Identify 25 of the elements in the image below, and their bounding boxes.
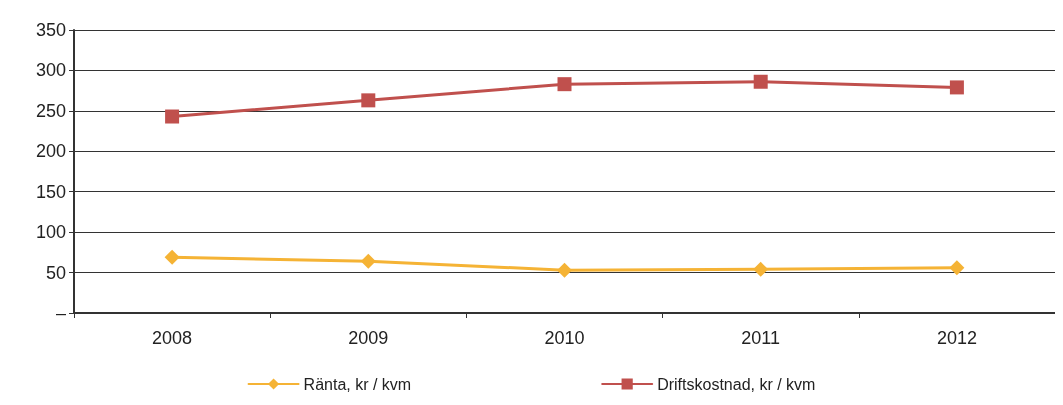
x-tick-label: 2012 — [936, 328, 977, 348]
y-tick-label: 150 — [35, 181, 66, 202]
point — [557, 77, 572, 92]
y-tick-label: 250 — [35, 100, 66, 121]
y-tick-label: – — [55, 303, 66, 323]
point — [753, 261, 769, 277]
point — [360, 253, 376, 269]
x-tick-label: 2009 — [348, 328, 389, 348]
point — [165, 109, 180, 124]
legend-label: Driftskostnad, kr / kvm — [657, 375, 816, 393]
y-tick-label: 50 — [45, 262, 66, 283]
y-tick-label: 300 — [35, 60, 66, 81]
point — [557, 262, 572, 278]
legend-label: Ränta, kr / kvm — [303, 375, 412, 393]
y-tick-label: 100 — [35, 222, 66, 243]
point — [949, 260, 965, 276]
point — [753, 74, 768, 89]
x-tick-label: 2010 — [544, 328, 585, 348]
point — [949, 80, 964, 95]
x-tick-label: 2011 — [741, 328, 781, 348]
point — [164, 249, 180, 265]
x-tick-label: 2008 — [152, 328, 193, 348]
y-tick-label: 200 — [35, 141, 66, 162]
point — [361, 93, 376, 108]
y-tick-label: 350 — [35, 20, 66, 40]
